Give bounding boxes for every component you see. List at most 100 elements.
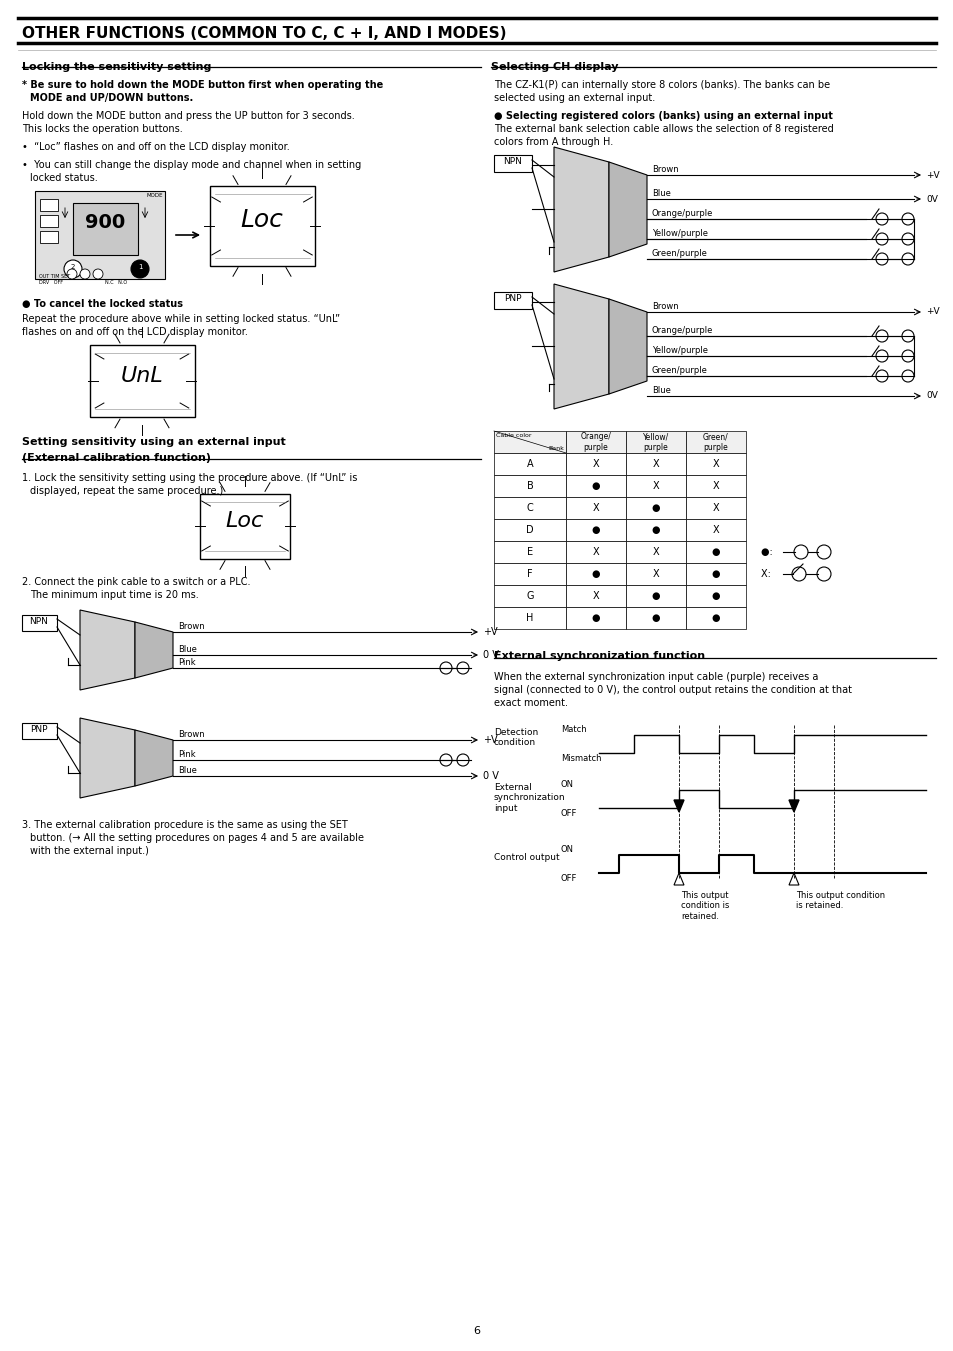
Bar [494, 497, 565, 519]
Polygon shape [135, 621, 172, 678]
Text: Match: Match [560, 725, 586, 734]
Text: Yellow/purple: Yellow/purple [651, 230, 707, 238]
Text: ●: ● [711, 590, 720, 601]
Text: NPN: NPN [30, 617, 49, 626]
Bar [565, 519, 625, 540]
Text: 0V: 0V [925, 195, 937, 204]
Bar [565, 431, 625, 453]
Polygon shape [80, 611, 135, 690]
Bar [685, 585, 745, 607]
Circle shape [901, 213, 913, 226]
Bar [22, 615, 57, 631]
Text: Brown: Brown [651, 165, 678, 174]
Text: NPN: NPN [503, 157, 522, 166]
Text: B: B [526, 481, 533, 490]
Text: ●: ● [591, 613, 599, 623]
Circle shape [875, 370, 887, 382]
Text: Loc: Loc [240, 208, 283, 232]
Bar [73, 203, 138, 255]
Text: 0V: 0V [925, 392, 937, 400]
Text: displayed, repeat the same procedure.): displayed, repeat the same procedure.) [30, 486, 223, 496]
Circle shape [875, 213, 887, 226]
Text: The CZ-K1(P) can internally store 8 colors (banks). The banks can be: The CZ-K1(P) can internally store 8 colo… [494, 80, 829, 91]
Text: External
synchronization
input: External synchronization input [494, 784, 565, 813]
Circle shape [439, 662, 452, 674]
Text: Green/purple: Green/purple [651, 249, 707, 258]
Text: 6: 6 [473, 1325, 480, 1336]
Bar [40, 199, 58, 211]
Polygon shape [788, 873, 799, 885]
Circle shape [131, 259, 149, 278]
Text: 3. The external calibration procedure is the same as using the SET: 3. The external calibration procedure is… [22, 820, 348, 830]
Polygon shape [135, 730, 172, 786]
Text: Green/
purple: Green/ purple [702, 432, 728, 451]
Text: +V: +V [925, 170, 939, 180]
Text: 0 V: 0 V [482, 771, 498, 781]
Text: Blue: Blue [651, 386, 670, 394]
Circle shape [80, 269, 90, 280]
Text: Brown: Brown [178, 730, 204, 739]
Bar [625, 453, 685, 476]
Circle shape [816, 544, 830, 559]
Text: X: X [652, 569, 659, 580]
Text: Mismatch: Mismatch [560, 754, 601, 763]
Text: Brown: Brown [178, 621, 204, 631]
Text: When the external synchronization input cable (purple) receives a: When the external synchronization input … [494, 671, 818, 682]
Circle shape [64, 259, 82, 278]
Bar [494, 519, 565, 540]
Bar [40, 231, 58, 243]
Text: OFF: OFF [560, 874, 577, 884]
Text: D: D [526, 526, 534, 535]
Text: H: H [526, 613, 533, 623]
Bar [685, 563, 745, 585]
Circle shape [875, 232, 887, 245]
Bar [625, 540, 685, 563]
Text: F: F [527, 569, 533, 580]
Text: X: X [652, 547, 659, 557]
Text: N.C   N.O: N.C N.O [105, 280, 127, 285]
Text: Cable color: Cable color [496, 434, 531, 438]
Circle shape [901, 370, 913, 382]
Text: Control output: Control output [494, 852, 559, 862]
Text: Blue: Blue [651, 189, 670, 199]
Bar [565, 585, 625, 607]
Text: ●: ● [591, 526, 599, 535]
Text: X: X [712, 526, 719, 535]
Text: +V: +V [482, 735, 497, 744]
Text: ●: ● [711, 547, 720, 557]
Bar [625, 607, 685, 630]
Text: OUT TIM SET: OUT TIM SET [39, 274, 71, 280]
Text: ●:: ●: [760, 547, 775, 557]
Text: X: X [592, 590, 598, 601]
Circle shape [875, 253, 887, 265]
Text: Orange/purple: Orange/purple [651, 209, 713, 218]
Circle shape [875, 350, 887, 362]
Text: X: X [592, 547, 598, 557]
Text: Loc: Loc [226, 511, 264, 531]
Text: ON: ON [560, 780, 574, 789]
Text: * Be sure to hold down the MODE button first when operating the: * Be sure to hold down the MODE button f… [22, 80, 383, 91]
Circle shape [793, 544, 807, 559]
Text: Brown: Brown [651, 303, 678, 311]
Bar [625, 476, 685, 497]
Text: X: X [652, 459, 659, 469]
Bar [22, 723, 57, 739]
Text: flashes on and off on the LCD display monitor.: flashes on and off on the LCD display mo… [22, 327, 248, 336]
Text: Repeat the procedure above while in setting locked status. “UnL”: Repeat the procedure above while in sett… [22, 313, 340, 324]
Circle shape [901, 232, 913, 245]
Bar [494, 292, 532, 309]
Text: X: X [652, 481, 659, 490]
Text: (External calibration function): (External calibration function) [22, 453, 211, 463]
Circle shape [439, 754, 452, 766]
Text: ON: ON [560, 844, 574, 854]
Text: ● To cancel the locked status: ● To cancel the locked status [22, 299, 183, 309]
Text: Orange/
purple: Orange/ purple [580, 432, 611, 451]
Text: PNP: PNP [30, 725, 48, 734]
Text: 0 V: 0 V [482, 650, 498, 661]
Bar [200, 494, 290, 559]
Text: G: G [526, 590, 533, 601]
Text: exact moment.: exact moment. [494, 698, 567, 708]
Circle shape [791, 567, 805, 581]
Bar [494, 453, 565, 476]
Text: OFF: OFF [560, 809, 577, 817]
